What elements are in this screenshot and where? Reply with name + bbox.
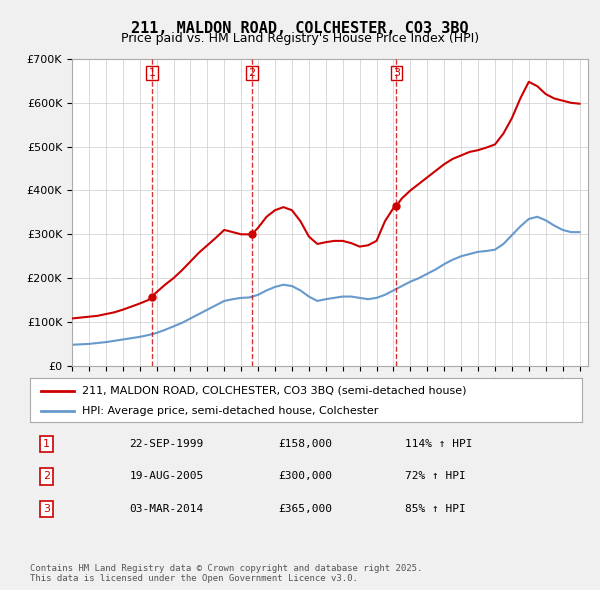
Text: HPI: Average price, semi-detached house, Colchester: HPI: Average price, semi-detached house,… — [82, 406, 379, 416]
Text: Price paid vs. HM Land Registry's House Price Index (HPI): Price paid vs. HM Land Registry's House … — [121, 32, 479, 45]
Text: 85% ↑ HPI: 85% ↑ HPI — [406, 504, 466, 514]
Text: £158,000: £158,000 — [278, 439, 332, 449]
Text: 19-AUG-2005: 19-AUG-2005 — [130, 471, 203, 481]
Text: £300,000: £300,000 — [278, 471, 332, 481]
Text: 2: 2 — [248, 68, 256, 78]
Text: 22-SEP-1999: 22-SEP-1999 — [130, 439, 203, 449]
Text: 3: 3 — [43, 504, 50, 514]
Text: 3: 3 — [393, 68, 400, 78]
Text: 2: 2 — [43, 471, 50, 481]
Text: £365,000: £365,000 — [278, 504, 332, 514]
Text: 72% ↑ HPI: 72% ↑ HPI — [406, 471, 466, 481]
Text: 1: 1 — [149, 68, 155, 78]
Text: 211, MALDON ROAD, COLCHESTER, CO3 3BQ: 211, MALDON ROAD, COLCHESTER, CO3 3BQ — [131, 21, 469, 35]
Text: 03-MAR-2014: 03-MAR-2014 — [130, 504, 203, 514]
Text: 114% ↑ HPI: 114% ↑ HPI — [406, 439, 473, 449]
Text: 211, MALDON ROAD, COLCHESTER, CO3 3BQ (semi-detached house): 211, MALDON ROAD, COLCHESTER, CO3 3BQ (s… — [82, 386, 467, 396]
Text: Contains HM Land Registry data © Crown copyright and database right 2025.
This d: Contains HM Land Registry data © Crown c… — [30, 563, 422, 583]
Text: 1: 1 — [43, 439, 50, 449]
